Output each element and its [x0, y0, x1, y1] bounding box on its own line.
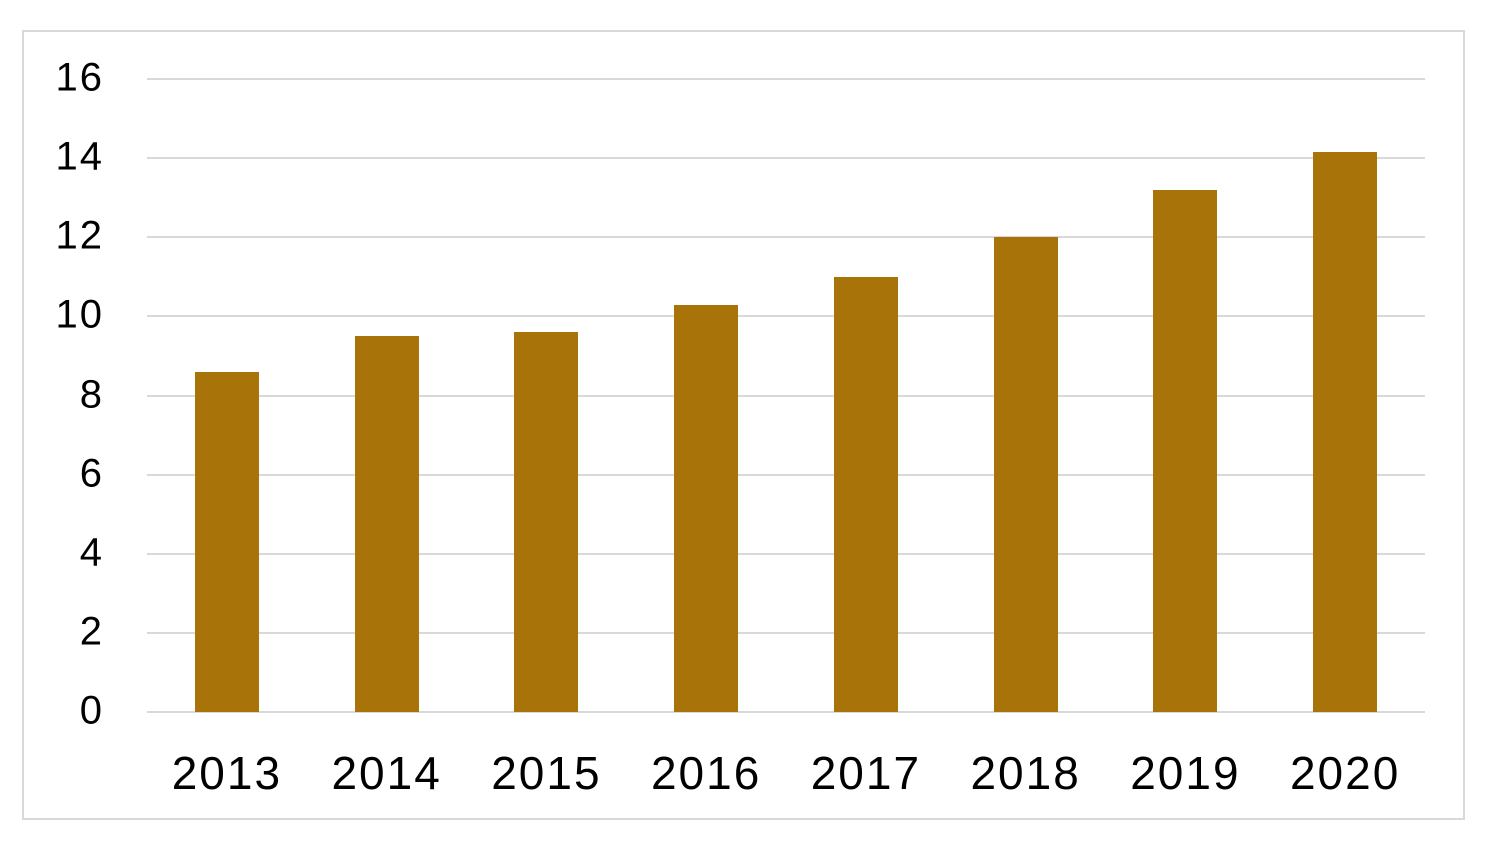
y-axis-tick-label-0: 0 [79, 688, 104, 733]
x-axis-tick-label-2014: 2014 [331, 747, 442, 799]
gridline-y-14 [147, 157, 1425, 160]
x-axis-tick-label-2017: 2017 [810, 747, 922, 799]
y-axis-tick-label-2: 2 [79, 609, 104, 654]
bar-2013 [194, 371, 259, 712]
gridline-y-6 [147, 473, 1425, 476]
y-axis-tick-label-16: 16 [55, 55, 104, 100]
gridline-y-0 [147, 711, 1425, 713]
y-axis-tick-label-8: 8 [79, 372, 104, 417]
bar-2014 [354, 336, 419, 712]
bar-2017 [833, 276, 898, 712]
x-axis-tick-label-2020: 2020 [1289, 747, 1401, 799]
chart-border [22, 30, 1465, 820]
bar-2018 [993, 237, 1058, 712]
y-axis-tick-label-4: 4 [79, 530, 104, 575]
bar-2020 [1313, 152, 1378, 712]
bar-2016 [674, 304, 739, 712]
gridline-y-2 [147, 631, 1425, 634]
bar-2019 [1153, 189, 1218, 712]
gridline-y-8 [147, 394, 1425, 397]
gridline-y-16 [147, 78, 1425, 80]
x-axis-tick-label-2016: 2016 [650, 747, 762, 799]
x-axis-tick-label-2013: 2013 [171, 747, 283, 799]
x-axis-tick-label-2015: 2015 [491, 747, 602, 799]
bar-2015 [514, 332, 579, 712]
x-axis-tick-label-2018: 2018 [970, 747, 1081, 799]
gridline-y-12 [147, 236, 1425, 239]
gridline-y-10 [147, 315, 1425, 318]
y-axis-tick-label-6: 6 [79, 451, 104, 496]
y-axis-tick-label-10: 10 [55, 292, 104, 337]
gridline-y-4 [147, 552, 1425, 555]
x-axis-tick-label-2019: 2019 [1130, 747, 1241, 799]
y-axis-tick-label-12: 12 [55, 213, 104, 258]
y-axis-tick-label-14: 14 [55, 134, 104, 179]
